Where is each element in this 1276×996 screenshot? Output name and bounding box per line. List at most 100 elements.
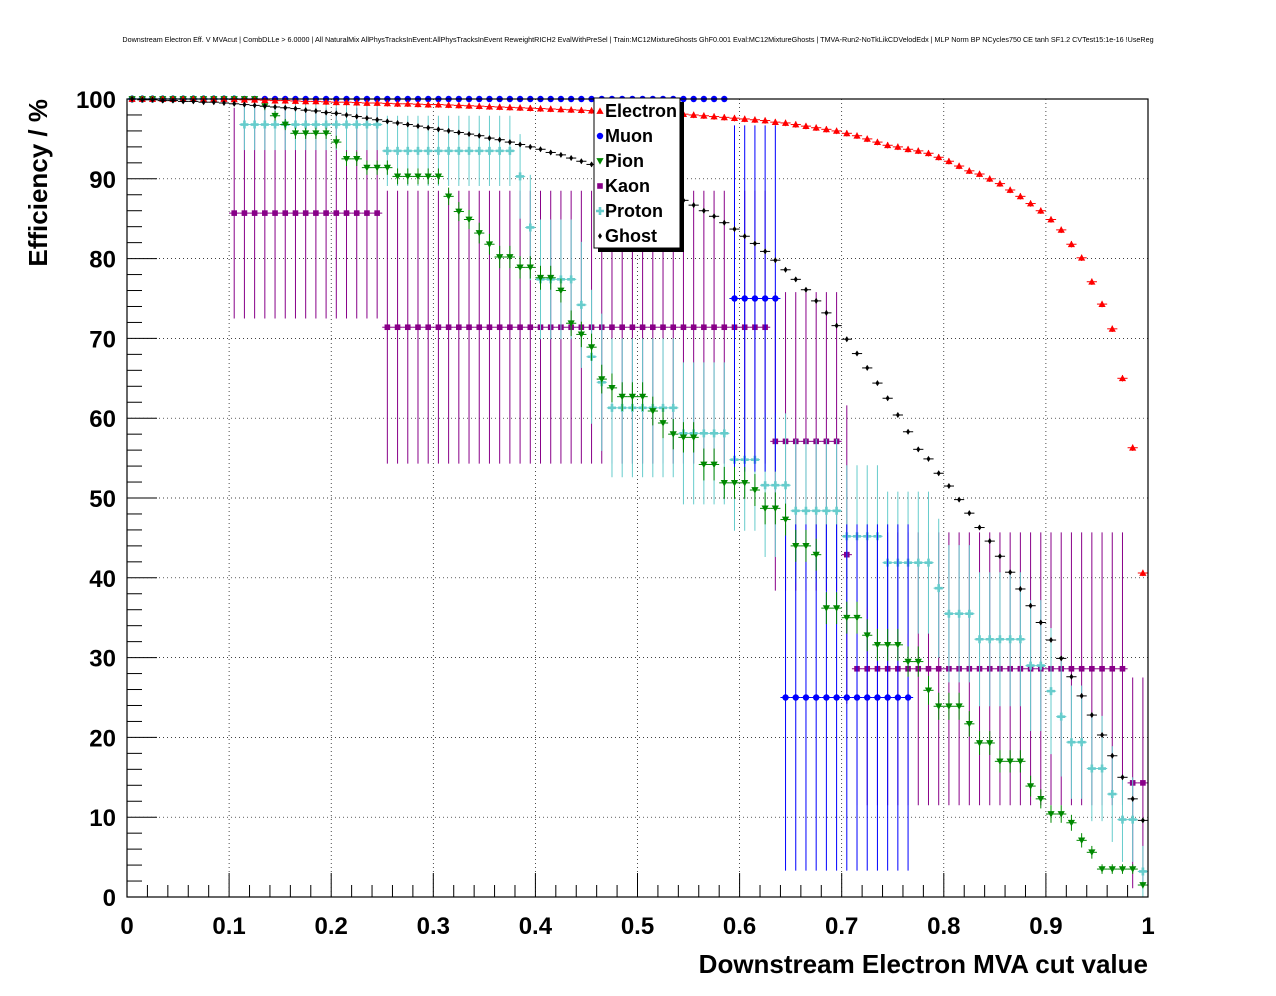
ghost-point: [415, 123, 420, 130]
kaon-point: [1078, 665, 1085, 672]
proton-point: [454, 146, 463, 155]
electron-point: [1078, 254, 1086, 261]
electron-point: [771, 118, 779, 126]
electron-point: [414, 100, 422, 108]
pion-point: [955, 703, 963, 710]
electron-point: [271, 96, 279, 104]
pion-point: [822, 605, 830, 612]
ghost-point: [1130, 795, 1135, 802]
grid: [127, 99, 1148, 897]
y-tick-label: 70: [89, 326, 116, 353]
ghost-point: [395, 119, 400, 126]
electron-point: [373, 99, 381, 106]
proton-point: [1077, 738, 1086, 747]
electron-point: [955, 162, 963, 169]
x-tick-label: 0.5: [621, 913, 654, 940]
y-tick-label: 50: [89, 486, 116, 513]
electron-point: [332, 98, 340, 106]
electron-point: [485, 102, 494, 110]
electron-point: [393, 100, 402, 107]
ghost-point: [1018, 585, 1023, 592]
ghost-point: [946, 483, 951, 490]
ghost-point: [1038, 619, 1043, 626]
kaon-point: [374, 210, 380, 216]
ghost-point: [712, 213, 717, 220]
electron-point: [935, 153, 943, 161]
ghost-point: [334, 110, 339, 117]
pion-point: [404, 173, 412, 181]
muon-point: [894, 694, 902, 701]
kaon-point: [313, 210, 319, 216]
ghost-point: [467, 131, 472, 138]
electron-point: [516, 104, 524, 111]
pion-point: [914, 658, 922, 666]
kaon-point: [292, 210, 299, 216]
muon-point: [731, 295, 738, 302]
proton-point: [485, 146, 494, 155]
legend-label-kaon: Kaon: [605, 176, 650, 196]
proton-point: [965, 609, 974, 618]
y-tick-label: 30: [89, 646, 116, 673]
pion-point: [547, 274, 555, 282]
pion-point: [455, 208, 463, 216]
ghost-point: [1028, 602, 1033, 609]
electron-point: [434, 100, 443, 108]
electron-point: [822, 125, 830, 133]
electron-point: [792, 120, 800, 128]
muon-point: [884, 694, 891, 701]
electron-point: [496, 103, 504, 110]
electron-point: [945, 157, 953, 165]
electron-point: [526, 104, 534, 112]
ghost-point: [1110, 752, 1115, 759]
kaon-point: [384, 324, 391, 331]
pion-point: [1118, 866, 1127, 873]
proton-point: [710, 429, 719, 438]
electron-point: [1108, 325, 1116, 332]
electron-point: [363, 99, 371, 106]
pion-point: [628, 393, 636, 401]
ghost-point: [385, 118, 390, 125]
electron-point: [353, 98, 361, 106]
proton-point: [322, 120, 331, 129]
pion-point: [935, 703, 943, 710]
ghost-point: [569, 155, 574, 162]
pion-point: [587, 344, 596, 351]
ghost-point: [1059, 655, 1064, 662]
chart-title: Downstream Electron Eff. V MVAcut | Comb…: [122, 35, 1153, 44]
proton-point: [495, 146, 504, 155]
electron-point: [1129, 444, 1137, 451]
pion-point: [383, 164, 391, 172]
ghost-point: [855, 350, 860, 357]
proton-point: [1098, 764, 1107, 773]
proton-point: [1006, 635, 1015, 644]
electron-point: [853, 132, 861, 139]
electron-point: [873, 138, 882, 145]
electron-point: [506, 103, 514, 111]
electron-point: [302, 97, 310, 105]
ghost-point: [221, 99, 226, 106]
pion-point: [526, 264, 534, 271]
electron-point: [965, 167, 973, 174]
ghost-point: [446, 127, 451, 134]
proton-point: [771, 481, 780, 490]
kaon-point: [394, 324, 401, 331]
x-tick-label: 0: [120, 913, 133, 940]
proton-point: [567, 275, 576, 284]
kaon-point: [670, 324, 677, 331]
legend: Electron Muon Pion Kaon Proton Ghost: [593, 97, 684, 252]
ghost-point: [916, 446, 921, 453]
ghost-point: [354, 113, 359, 120]
proton-point: [1118, 815, 1127, 824]
ghost-point: [497, 136, 502, 143]
x-axis-label: Downstream Electron MVA cut value: [699, 949, 1148, 979]
legend-label-electron: Electron: [605, 101, 677, 121]
pion-point: [424, 173, 432, 181]
pion-point: [1088, 849, 1096, 856]
kaon-point: [517, 324, 523, 331]
pion-point: [1037, 795, 1045, 803]
proton-point: [1108, 790, 1117, 799]
pion-point: [924, 687, 933, 694]
pion-point: [322, 130, 330, 137]
electron-point: [567, 106, 575, 113]
